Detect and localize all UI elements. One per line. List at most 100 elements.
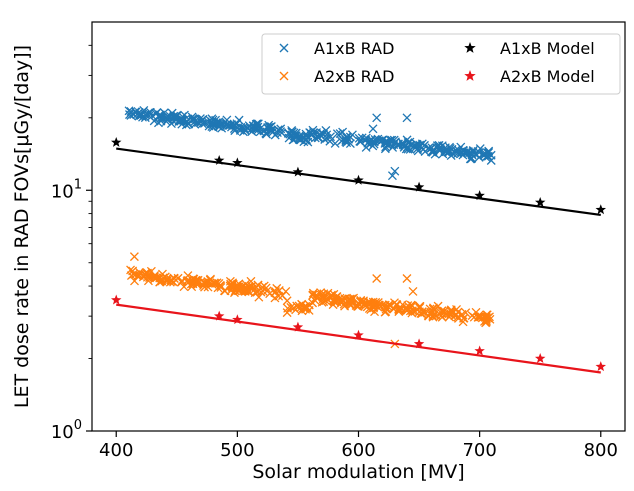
data-point	[306, 130, 316, 140]
data-point	[126, 265, 136, 275]
data-point	[139, 105, 149, 115]
legend-marker	[464, 42, 476, 53]
data-point	[361, 135, 371, 145]
data-point	[200, 282, 209, 292]
x-tick-label: 500	[220, 440, 254, 461]
data-point	[406, 300, 416, 310]
model-point	[232, 157, 243, 168]
model-point	[213, 154, 225, 165]
x-tick-label: 600	[341, 440, 375, 461]
series-layer	[111, 105, 606, 374]
data-point	[458, 145, 468, 155]
data-point	[415, 303, 425, 313]
model-point	[534, 196, 546, 207]
data-point	[313, 133, 323, 143]
data-point	[207, 279, 217, 289]
data-point	[372, 274, 382, 283]
data-point	[377, 135, 387, 145]
legend: A1xB RAD A2xB RAD A1xB Model A2xB Model	[261, 33, 621, 95]
data-point	[266, 125, 276, 135]
data-point	[482, 310, 491, 320]
data-point	[133, 271, 143, 281]
data-point	[272, 128, 282, 138]
data-point	[408, 286, 418, 296]
data-point	[428, 147, 438, 157]
y-axis: 100 101	[51, 44, 92, 443]
data-point	[205, 278, 215, 288]
x-axis: 400 500 600 700 800	[99, 431, 618, 461]
data-point	[402, 113, 412, 123]
data-point	[282, 308, 292, 318]
data-point	[130, 276, 139, 286]
model-point	[595, 204, 606, 215]
data-point	[345, 294, 355, 304]
data-point	[246, 276, 256, 286]
data-point	[387, 171, 397, 181]
data-point	[129, 252, 139, 262]
series-a1xb-rad	[124, 105, 496, 181]
data-point	[482, 148, 492, 158]
data-point	[329, 295, 338, 305]
legend-marker	[464, 70, 476, 81]
data-point	[341, 135, 351, 145]
y-tick-label: 100	[51, 418, 82, 443]
model-point	[292, 166, 304, 177]
data-point	[133, 109, 143, 119]
data-point	[332, 129, 342, 139]
data-point	[166, 119, 176, 129]
x-tick-label: 400	[99, 440, 133, 461]
model-point	[353, 174, 364, 185]
data-point	[147, 111, 157, 121]
x-axis-label: Solar modulation [MV]	[252, 461, 464, 483]
legend-label: A1xB RAD	[314, 39, 394, 58]
data-point	[150, 271, 160, 280]
data-point	[195, 114, 205, 124]
data-point	[216, 283, 226, 292]
data-point	[247, 284, 257, 294]
data-point	[311, 290, 321, 300]
data-point	[465, 148, 475, 158]
data-point	[396, 304, 406, 314]
data-point	[142, 272, 152, 282]
data-point	[469, 312, 479, 322]
data-point	[413, 146, 423, 156]
data-point	[415, 141, 425, 151]
x-tick-label: 800	[584, 440, 618, 461]
data-point	[434, 140, 444, 150]
data-point	[385, 139, 395, 149]
data-point	[234, 279, 244, 289]
data-point	[416, 309, 426, 318]
model-point	[413, 338, 425, 349]
data-point	[473, 312, 483, 322]
y-tick-label: 101	[51, 177, 82, 202]
model-point	[534, 353, 546, 363]
data-point	[229, 124, 239, 134]
data-point	[402, 274, 412, 283]
data-point	[226, 286, 236, 296]
model-point	[111, 136, 122, 147]
y-tick-base: 10	[51, 422, 74, 443]
legend-marker	[279, 43, 289, 53]
model-point	[353, 329, 364, 340]
data-point	[169, 277, 178, 287]
data-point	[366, 139, 376, 149]
data-point	[363, 299, 372, 309]
data-point	[179, 116, 189, 125]
model-point	[111, 294, 122, 305]
data-point	[353, 301, 362, 311]
data-point	[319, 289, 329, 299]
data-point	[467, 153, 477, 163]
data-point	[308, 298, 318, 308]
data-point	[356, 295, 366, 305]
data-point	[222, 115, 232, 125]
data-point	[234, 115, 244, 125]
data-point	[476, 311, 486, 321]
model-point	[213, 310, 225, 321]
data-point	[403, 301, 413, 311]
data-point	[253, 119, 263, 129]
data-point	[432, 311, 441, 321]
data-point	[453, 307, 463, 317]
data-point	[346, 297, 356, 307]
data-point	[254, 292, 264, 302]
